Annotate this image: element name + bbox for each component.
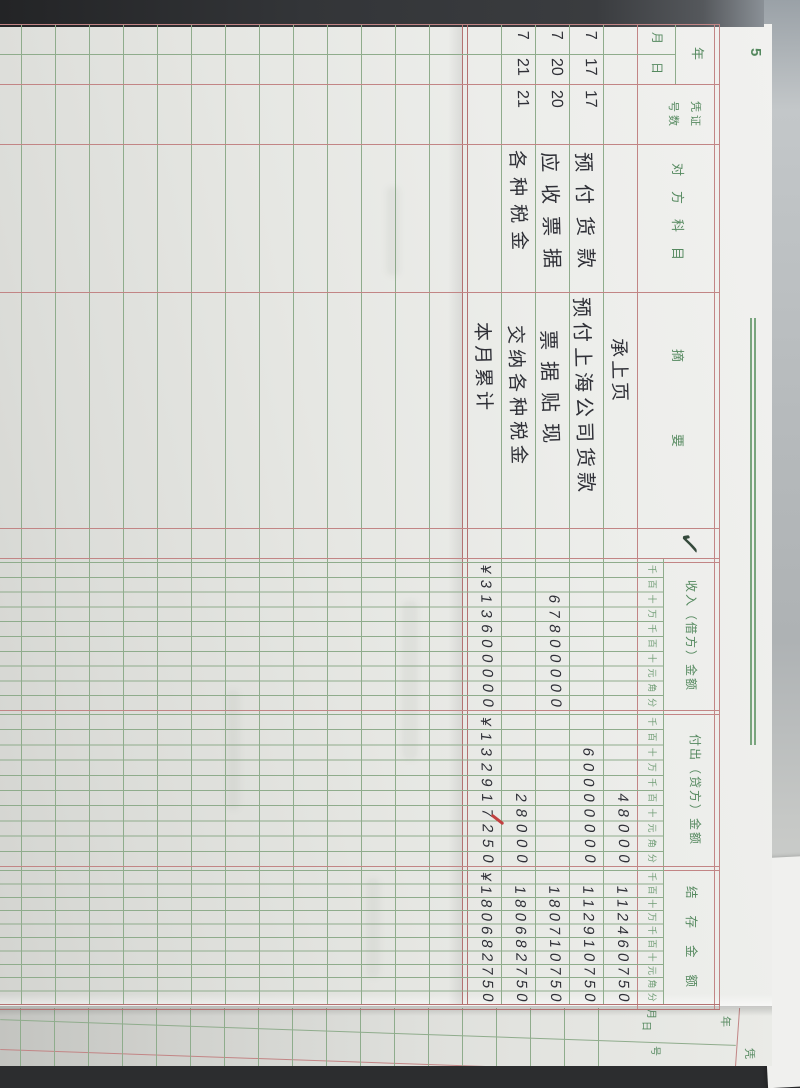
month-value: 7: [513, 30, 532, 41]
counter-account-text: 应收票据: [537, 151, 563, 281]
next-page-top-border: [734, 1008, 741, 1066]
day-value: 17: [581, 57, 600, 77]
col-header-income: 收入（借方）金额: [684, 580, 698, 693]
col-header-year: 年: [690, 47, 705, 61]
counter-account-text: 各种税金: [505, 149, 530, 259]
next-page-year-label: 年: [719, 1016, 731, 1027]
day-voucher-divider: [0, 84, 720, 85]
day-value: 20: [547, 57, 566, 77]
ink-bleed: [226, 690, 240, 810]
ink-bleed: [386, 186, 400, 276]
next-page-number-label: 号: [649, 1046, 660, 1056]
col-header-payout: 付出（贷方）金额: [688, 734, 702, 847]
table-left-border: [0, 24, 720, 25]
day-value: 21: [513, 57, 532, 77]
next-page-voucher-label: 凭: [743, 1048, 755, 1059]
table-right-double: [0, 1009, 720, 1010]
voucher-value: 20: [547, 89, 566, 109]
payout-balance-double: [0, 866, 720, 867]
col-header-voucher-1: 凭证: [689, 101, 701, 129]
summary-text: 预付上海公司货款: [569, 296, 597, 498]
voucher-account-divider: [0, 144, 720, 145]
month-day-divider: [0, 54, 676, 55]
table-right-double: [0, 1004, 720, 1005]
table-top-border: [714, 24, 715, 1009]
income-digit-grid: [0, 562, 664, 711]
voucher-value: 21: [513, 89, 532, 109]
account-name-line: [754, 318, 756, 745]
summary-text: 本月累计: [470, 321, 495, 415]
summary-tick-divider: [0, 528, 720, 529]
account-name-line: [750, 318, 752, 745]
ink-bleed: [366, 878, 380, 978]
ink-bleed: [402, 600, 418, 760]
next-page-sliver: 年 凭 月 日 号: [0, 1008, 772, 1066]
month-value: 7: [547, 30, 566, 41]
payout-digit-scale: 千百十万千百十元角分: [647, 717, 657, 863]
next-page-rows: [2, 1008, 632, 1066]
voucher-value: 17: [581, 89, 600, 109]
col-header-summary: 摘要: [670, 349, 685, 520]
balance-amount: ¥1 8 0 6 8 2 7 5 0: [476, 871, 497, 1003]
page-number: 5: [747, 48, 764, 57]
table-top-border: [719, 24, 720, 1009]
income-payout-double: [0, 710, 720, 711]
income-digit-scale: 千百十万千百十元角分: [647, 564, 657, 708]
next-page-day-label: 日: [640, 1021, 651, 1031]
income-left-double: [0, 558, 720, 559]
col-header-counter-account: 对方科目: [670, 163, 685, 276]
payout-digit-grid: [0, 714, 664, 867]
col-header-voucher-2: 号数: [667, 101, 679, 129]
background-shadow-band: [0, 0, 764, 27]
month-value: 7: [581, 30, 600, 41]
balance-digit-scale: 千百十万千百十元角分: [647, 872, 657, 1002]
income-amount: ¥3 1 3 6 0 0 0 0 0: [476, 563, 497, 709]
col-header-day: 日: [650, 62, 664, 75]
counter-account-text: 预付货款: [571, 151, 597, 281]
account-summary-divider: [0, 292, 720, 293]
summary-text: 票据贴现: [536, 329, 562, 455]
payout-amount: ¥1 3 2 9 1 7 2 5 0: [476, 716, 497, 864]
spine-shadow: [0, 1006, 772, 1016]
summary-text: 交纳各种税金: [504, 324, 529, 470]
col-header-balance: 结存金额: [684, 886, 698, 1005]
balance-digit-grid: [0, 870, 664, 1004]
summary-text: 承上页: [607, 337, 630, 405]
col-header-month: 月: [650, 32, 664, 45]
